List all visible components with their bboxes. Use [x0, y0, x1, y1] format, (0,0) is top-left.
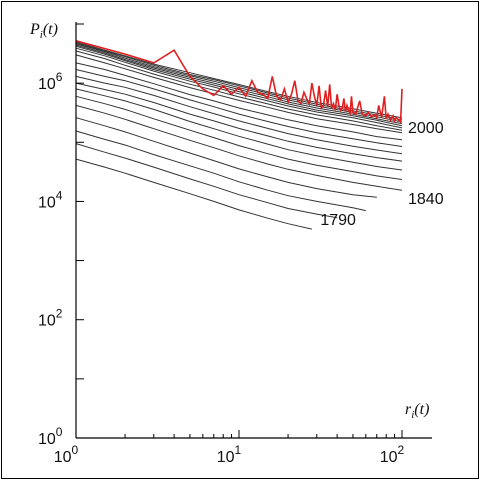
series-layer — [75, 41, 403, 230]
series-line-13 — [75, 88, 403, 171]
series-line-8 — [75, 54, 403, 134]
tick-labels-layer: 100 101 102 100 102 104 106 — [38, 70, 405, 466]
y-tick-label: 102 — [38, 307, 63, 330]
series-line-17 — [75, 130, 366, 212]
x-tick-label: 100 — [54, 443, 79, 466]
series-line-4 — [75, 44, 403, 125]
series-line-15 — [75, 104, 403, 191]
highlight-layer — [75, 40, 403, 124]
series-line-14 — [75, 95, 403, 180]
x-tick-label: 101 — [217, 443, 242, 466]
series-line-19 — [75, 158, 313, 230]
x-tick-label: 102 — [380, 443, 405, 466]
x-axis-label: ri(t) — [405, 401, 429, 421]
ticks-layer — [75, 23, 403, 439]
series-line-5 — [75, 45, 403, 127]
series-line-10 — [75, 69, 403, 147]
series-line-12 — [75, 82, 403, 162]
highlight-series-line — [75, 40, 403, 124]
annotation-1840: 1840 — [408, 191, 444, 208]
series-line-18 — [75, 143, 338, 219]
y-tick-label: 100 — [38, 425, 63, 448]
annotation-2000: 2000 — [408, 120, 444, 137]
series-line-11 — [75, 75, 403, 155]
series-line-7 — [75, 50, 403, 131]
series-line-16 — [75, 117, 377, 198]
series-line-9 — [75, 62, 403, 141]
annotation-layer: 2000 1840 1790 — [320, 120, 443, 229]
y-tick-label: 104 — [38, 188, 63, 211]
y-tick-label: 106 — [38, 70, 63, 93]
series-line-6 — [75, 47, 403, 129]
y-axis-label: Pi(t) — [29, 21, 58, 41]
annotation-1790: 1790 — [320, 212, 356, 229]
